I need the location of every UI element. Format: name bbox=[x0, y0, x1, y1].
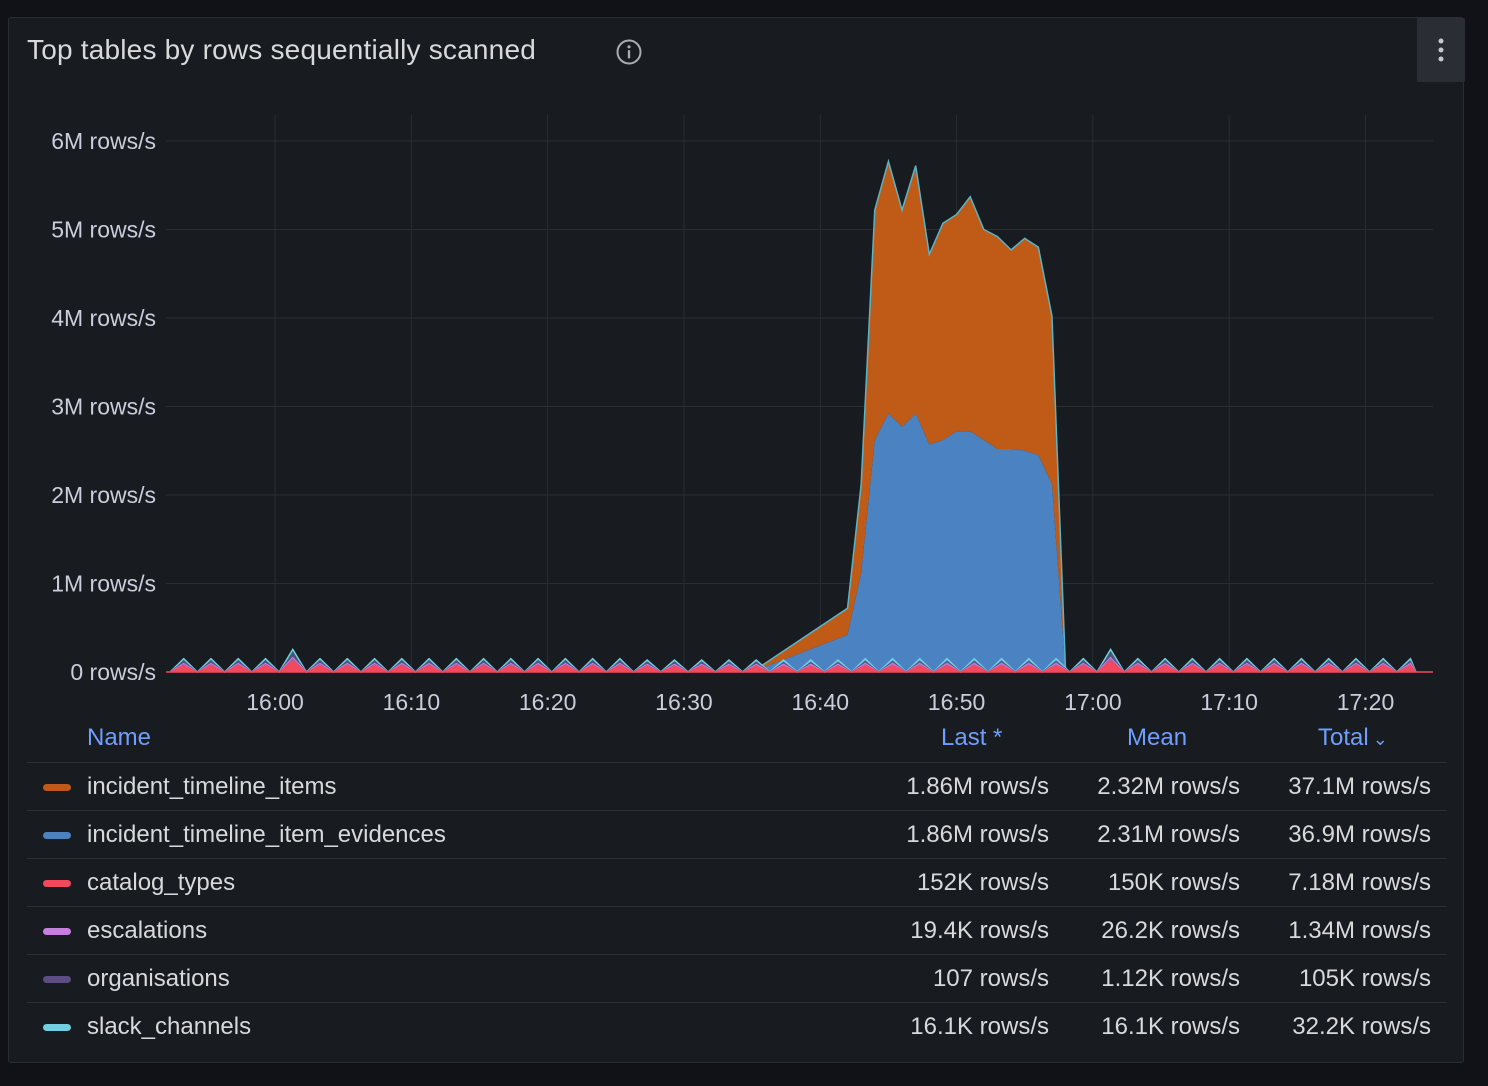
legend-mean-value: 2.31M rows/s bbox=[1097, 821, 1240, 848]
legend-row[interactable]: incident_timeline_item_evidences 1.86M ro… bbox=[27, 810, 1447, 858]
y-tick-label: 4M rows/s bbox=[51, 305, 156, 331]
legend-series-name[interactable]: organisations bbox=[87, 965, 230, 992]
legend-mean-value: 26.2K rows/s bbox=[1101, 917, 1240, 944]
legend-swatch[interactable] bbox=[43, 928, 71, 935]
legend-row[interactable]: organisations 107 rows/s 1.12K rows/s 105K … bbox=[27, 954, 1447, 1002]
legend-swatch[interactable] bbox=[43, 880, 71, 887]
legend-total-value: 105K rows/s bbox=[1298, 965, 1431, 992]
y-tick-label: 0 rows/s bbox=[70, 659, 156, 685]
legend-last-value: 1.86M rows/s bbox=[906, 821, 1049, 848]
y-tick-label: 6M rows/s bbox=[51, 128, 156, 154]
x-tick-label: 16:50 bbox=[928, 689, 986, 715]
series-line-top bbox=[751, 158, 1067, 673]
legend-header-mean[interactable]: Mean bbox=[1127, 724, 1188, 751]
legend-header-total-label: Total bbox=[1318, 724, 1369, 751]
legend-series-name[interactable]: incident_timeline_items bbox=[87, 773, 337, 800]
legend-series-name[interactable]: slack_channels bbox=[87, 1013, 252, 1040]
x-tick-label: 16:40 bbox=[791, 689, 849, 715]
y-tick-label: 5M rows/s bbox=[51, 217, 156, 243]
legend-header-last[interactable]: Last * bbox=[941, 724, 1003, 751]
legend-last-value: 1.86M rows/s bbox=[906, 773, 1049, 800]
legend-swatch[interactable] bbox=[43, 784, 71, 791]
x-tick-label: 17:10 bbox=[1200, 689, 1258, 715]
legend-last-value: 19.4K rows/s bbox=[910, 917, 1049, 944]
legend-series-name[interactable]: incident_timeline_item_evidences bbox=[87, 821, 446, 848]
x-tick-label: 17:00 bbox=[1064, 689, 1122, 715]
legend-mean-value: 2.32M rows/s bbox=[1097, 773, 1240, 800]
panel: Top tables by rows sequentially scanned … bbox=[8, 17, 1465, 1063]
info-icon[interactable] bbox=[615, 38, 643, 66]
y-tick-label: 2M rows/s bbox=[51, 482, 156, 508]
legend-last-value: 16.1K rows/s bbox=[910, 1013, 1049, 1040]
legend-total-value: 37.1M rows/s bbox=[1288, 773, 1431, 800]
kebab-menu-icon bbox=[1438, 38, 1444, 62]
legend-swatch[interactable] bbox=[43, 1024, 71, 1031]
y-tick-label: 1M rows/s bbox=[51, 571, 156, 597]
legend-total-value: 7.18M rows/s bbox=[1288, 869, 1431, 896]
legend-total-value: 36.9M rows/s bbox=[1288, 821, 1431, 848]
legend-header-name[interactable]: Name bbox=[87, 724, 152, 751]
legend-total-value: 1.34M rows/s bbox=[1288, 917, 1431, 944]
series-area-incident-timeline-item-evidences bbox=[752, 413, 1066, 672]
legend-header-total[interactable]: Total ⌄ bbox=[1318, 724, 1388, 752]
y-tick-label: 3M rows/s bbox=[51, 394, 156, 420]
legend-last-value: 152K rows/s bbox=[916, 869, 1049, 896]
x-tick-label: 16:00 bbox=[246, 689, 304, 715]
legend-mean-value: 16.1K rows/s bbox=[1101, 1013, 1240, 1040]
legend-mean-value: 150K rows/s bbox=[1107, 869, 1240, 896]
legend-last-value: 107 rows/s bbox=[932, 965, 1049, 992]
legend-row[interactable]: incident_timeline_items 1.86M rows/s 2.32M… bbox=[27, 762, 1447, 810]
legend-row[interactable]: catalog_types 152K rows/s 150K rows/s 7.18M… bbox=[27, 858, 1447, 906]
x-tick-label: 16:10 bbox=[383, 689, 441, 715]
panel-menu-button[interactable] bbox=[1417, 18, 1465, 82]
panel-title: Top tables by rows sequentially scanned bbox=[27, 34, 536, 65]
legend-series-name[interactable]: escalations bbox=[87, 917, 208, 944]
legend-row[interactable]: slack_channels 16.1K rows/s 16.1K rows/s 32… bbox=[27, 1002, 1447, 1050]
legend-total-value: 32.2K rows/s bbox=[1292, 1013, 1431, 1040]
legend-mean-value: 1.12K rows/s bbox=[1101, 965, 1240, 992]
legend-swatch[interactable] bbox=[43, 832, 71, 839]
x-tick-label: 16:20 bbox=[519, 689, 577, 715]
x-tick-label: 16:30 bbox=[655, 689, 713, 715]
sort-desc-icon: ⌄ bbox=[1372, 729, 1388, 749]
legend-table: incident_timeline_items 1.86M rows/s 2.32M… bbox=[27, 762, 1447, 1050]
x-tick-label: 17:20 bbox=[1337, 689, 1395, 715]
timeseries-chart[interactable]: 0 rows/s 1M rows/s 2M rows/s 3M rows/s 4M ro… bbox=[9, 18, 1463, 718]
legend-series-name[interactable]: catalog_types bbox=[87, 869, 236, 896]
series-area-incident-timeline-items bbox=[752, 161, 1066, 673]
legend-swatch[interactable] bbox=[43, 976, 71, 983]
legend-row[interactable]: escalations 19.4K rows/s 26.2K rows/s 1.34M… bbox=[27, 906, 1447, 954]
